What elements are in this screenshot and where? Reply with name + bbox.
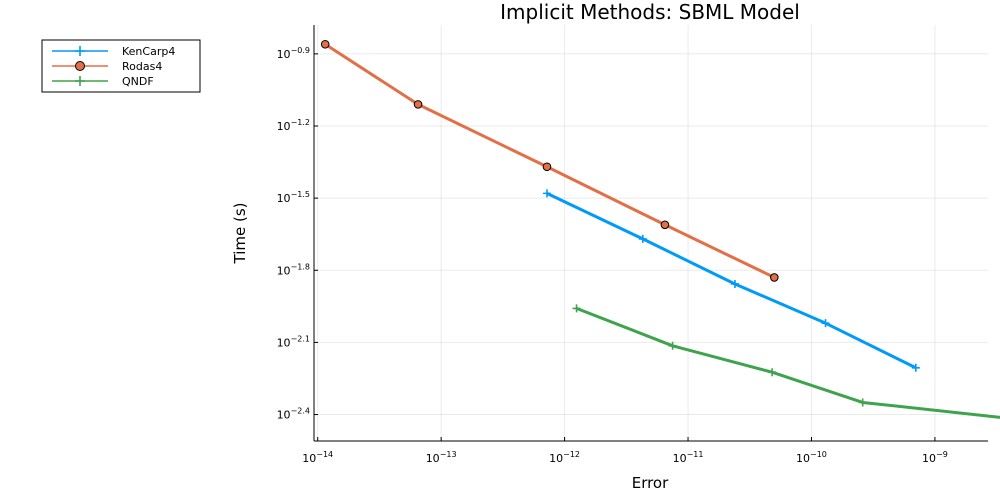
legend-marker	[75, 46, 85, 56]
data-point	[320, 39, 330, 49]
y-tick-label: 10−1.2	[277, 118, 310, 133]
x-tick-label: 10−9	[922, 450, 948, 465]
y-axis-label: Time (s)	[231, 203, 249, 265]
data-point	[668, 341, 677, 350]
series	[320, 39, 1000, 419]
series-rodas4	[320, 39, 779, 282]
legend: KenCarp4 Rodas4 QNDF	[41, 39, 201, 93]
legend-item: KenCarp4	[52, 45, 175, 58]
data-point	[660, 220, 670, 230]
y-tick-label: 10−2.4	[277, 407, 310, 422]
x-ticks: 10−14 10−13 10−12 10−11 10−10 10−9	[302, 437, 948, 465]
y-tick-label: 10−2.1	[277, 334, 310, 349]
data-point	[413, 100, 423, 109]
y-ticks: 10−0.9 10−1.2 10−1.5 10−1.8 10−2.1 10−2.4	[277, 46, 318, 422]
data-point	[542, 162, 552, 172]
y-tick-label: 10−1.5	[277, 190, 310, 205]
x-tick-label: 10−10	[796, 450, 827, 465]
legend-item: QNDF	[52, 75, 154, 88]
x-tick-label: 10−12	[549, 450, 580, 465]
legend-label: QNDF	[122, 75, 154, 88]
y-tick-label: 10−0.9	[277, 46, 310, 61]
data-point	[858, 398, 867, 407]
x-axis-label: Error	[632, 474, 669, 492]
legend-marker	[75, 61, 85, 71]
grid-lines	[314, 25, 988, 441]
legend-marker	[75, 76, 85, 86]
data-point	[542, 189, 551, 198]
data-point	[911, 363, 920, 372]
legend-label: Rodas4	[122, 60, 162, 73]
x-tick-label: 10−14	[302, 450, 333, 465]
legend-label: KenCarp4	[122, 45, 175, 58]
data-point	[821, 319, 830, 328]
data-point	[572, 304, 581, 313]
x-tick-label: 10−11	[673, 450, 704, 465]
data-point	[638, 234, 647, 243]
data-point	[770, 273, 779, 282]
data-point	[730, 279, 739, 288]
legend-item: Rodas4	[52, 60, 162, 73]
data-point	[768, 368, 777, 377]
series-qndf	[572, 304, 1000, 419]
chart-title: Implicit Methods: SBML Model	[500, 0, 800, 24]
x-tick-label: 10−13	[426, 450, 457, 465]
series-kencarp4	[542, 189, 920, 372]
y-tick-label: 10−1.8	[277, 262, 310, 277]
